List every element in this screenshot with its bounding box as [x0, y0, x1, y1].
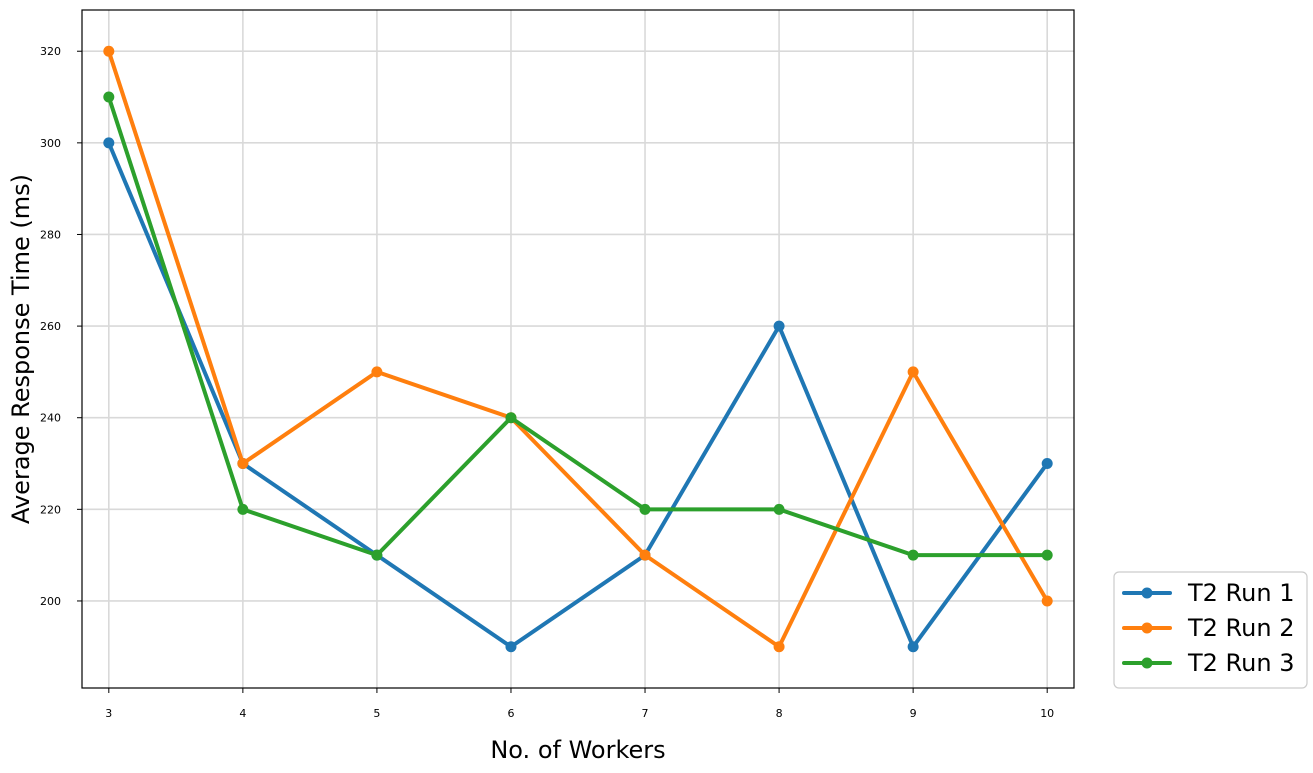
legend-marker [1141, 587, 1153, 599]
data-point [773, 503, 785, 515]
series-2 [103, 45, 1053, 653]
legend-marker [1141, 622, 1153, 634]
data-point [1041, 458, 1053, 470]
y-tick-label: 320 [40, 45, 61, 58]
legend-label: T2 Run 2 [1187, 614, 1294, 642]
data-point [1041, 549, 1053, 561]
data-point [907, 549, 919, 561]
data-point [237, 458, 249, 470]
y-tick-label: 300 [40, 137, 61, 150]
legend-marker [1141, 657, 1153, 669]
data-point [773, 641, 785, 653]
series-line [106, 95, 1050, 558]
data-point [103, 91, 115, 103]
series-group [103, 45, 1053, 653]
x-tick-label: 5 [373, 707, 380, 720]
data-point [639, 549, 651, 561]
x-tick-label: 9 [910, 707, 917, 720]
data-point [103, 137, 115, 149]
series-3 [103, 91, 1053, 561]
y-tick-label: 200 [40, 595, 61, 608]
y-tick-label: 240 [40, 412, 61, 425]
x-axis: 3 4 5 6 7 8 9 10 [105, 688, 1054, 720]
legend-frame [1113, 571, 1308, 689]
legend-label: T2 Run 3 [1187, 649, 1294, 677]
y-tick-label: 220 [40, 503, 61, 516]
x-tick-label: 4 [239, 707, 246, 720]
data-point [237, 503, 249, 515]
x-axis-label: No. of Workers [490, 736, 665, 764]
legend-label: T2 Run 1 [1187, 579, 1294, 607]
data-point [371, 549, 383, 561]
series-1 [103, 137, 1053, 653]
y-axis-label: Average Response Time (ms) [7, 174, 35, 524]
series-line [106, 49, 1050, 649]
legend-item: T2 Run 2 [1122, 614, 1294, 642]
data-point [371, 366, 383, 378]
data-point [103, 45, 115, 57]
x-tick-label: 10 [1040, 707, 1054, 720]
plot-area-frame [81, 9, 1075, 689]
data-point [505, 641, 517, 653]
legend: T2 Run 1 T2 Run 2 T2 Run 3 [1113, 571, 1308, 689]
data-point [773, 320, 785, 332]
legend-item: T2 Run 1 [1122, 579, 1294, 607]
x-tick-label: 3 [105, 707, 112, 720]
data-point [505, 412, 517, 424]
y-tick-label: 280 [40, 228, 61, 241]
x-tick-label: 7 [642, 707, 649, 720]
data-point [1041, 595, 1053, 607]
series-line [106, 140, 1050, 649]
grid [82, 10, 1074, 688]
x-tick-label: 8 [776, 707, 783, 720]
data-point [907, 366, 919, 378]
y-tick-label: 260 [40, 320, 61, 333]
data-point [907, 641, 919, 653]
data-point [639, 503, 651, 515]
y-axis: 200 220 240 260 280 300 320 [40, 45, 82, 608]
x-tick-label: 6 [507, 707, 514, 720]
legend-item: T2 Run 3 [1122, 649, 1294, 677]
